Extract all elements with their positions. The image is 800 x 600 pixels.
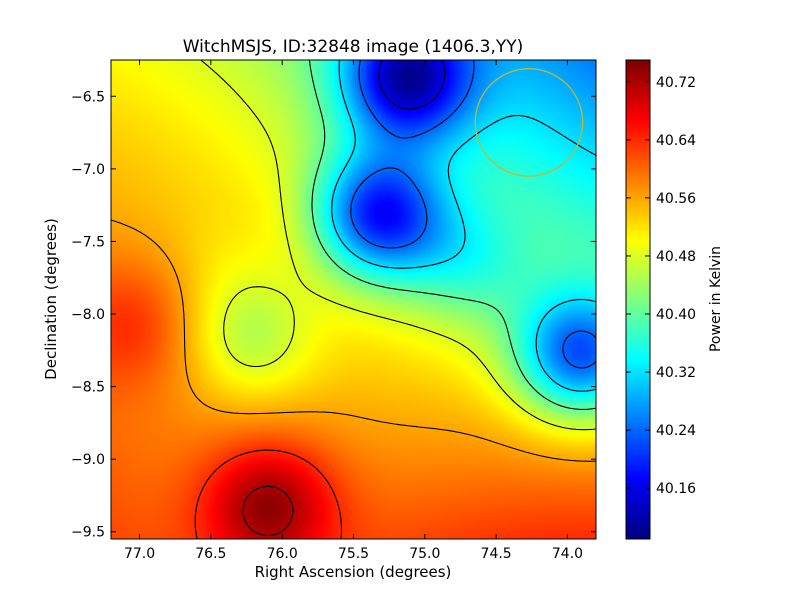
- y-tick-label: −8.5: [71, 380, 105, 396]
- y-tick-label: −7.0: [71, 162, 105, 178]
- colorbar-tick-label: 40.64: [656, 133, 696, 149]
- colorbar-tick-label: 40.72: [656, 75, 696, 91]
- colorbar-ticks: 40.16 40.24 40.32 40.40 40.48 40.56 40.64 40.72: [626, 75, 696, 497]
- colorbar-tick-label: 40.24: [656, 423, 696, 439]
- contour-line: [242, 485, 294, 537]
- colorbar-label: Power in Kelvin: [708, 246, 724, 352]
- colorbar-tick-label: 40.40: [656, 307, 696, 323]
- colorbar-tick-label: 40.48: [656, 249, 696, 265]
- x-tick-label: 74.0: [552, 546, 583, 562]
- y-tick-label: −8.0: [71, 307, 105, 323]
- x-tick-label: 75.0: [409, 546, 440, 562]
- contour-line: [200, 60, 596, 431]
- x-tick-label: 76.5: [195, 546, 226, 562]
- contour-line: [331, 60, 596, 392]
- contour-line: [111, 219, 596, 462]
- x-tick-label: 76.0: [267, 546, 298, 562]
- x-tick-label: 74.5: [481, 546, 512, 562]
- x-axis-label: Right Ascension (degrees): [255, 563, 452, 581]
- chart-title: WitchMSJS, ID:32848 image (1406.3,YY): [183, 37, 524, 57]
- y-tick-label: −6.5: [71, 89, 105, 105]
- contour-line: [194, 449, 343, 539]
- contour-line: [308, 60, 596, 410]
- contour-line: [378, 60, 446, 110]
- colorbar: 40.16 40.24 40.32 40.40 40.48 40.56 40.64 40.72…: [625, 59, 724, 540]
- y-tick-label: −9.5: [71, 525, 105, 541]
- heatmap-image: [111, 60, 596, 539]
- plot-area: [110, 59, 597, 540]
- x-tick-label: 77.0: [124, 546, 155, 562]
- y-axis: −6.5 −7.0 −7.5 −8.0 −8.5 −9.0 −9.5: [71, 89, 596, 541]
- y-axis-label: Declination (degrees): [42, 218, 60, 380]
- x-tick-label: 75.5: [338, 546, 369, 562]
- beam-marker-circle: [474, 68, 584, 177]
- colorbar-gradient: [626, 60, 650, 539]
- y-tick-label: −7.5: [71, 234, 105, 250]
- colorbar-tick-label: 40.32: [656, 365, 696, 381]
- colorbar-tick-label: 40.16: [656, 481, 696, 497]
- colorbar-tick-label: 40.56: [656, 191, 696, 207]
- contour-lines: [111, 60, 596, 539]
- x-axis: 77.0 76.5 76.0 75.5 75.0 74.5 74.0: [124, 60, 583, 562]
- colorbar-frame: [625, 59, 651, 540]
- contour-line: [350, 60, 596, 369]
- y-tick-label: −9.0: [71, 452, 105, 468]
